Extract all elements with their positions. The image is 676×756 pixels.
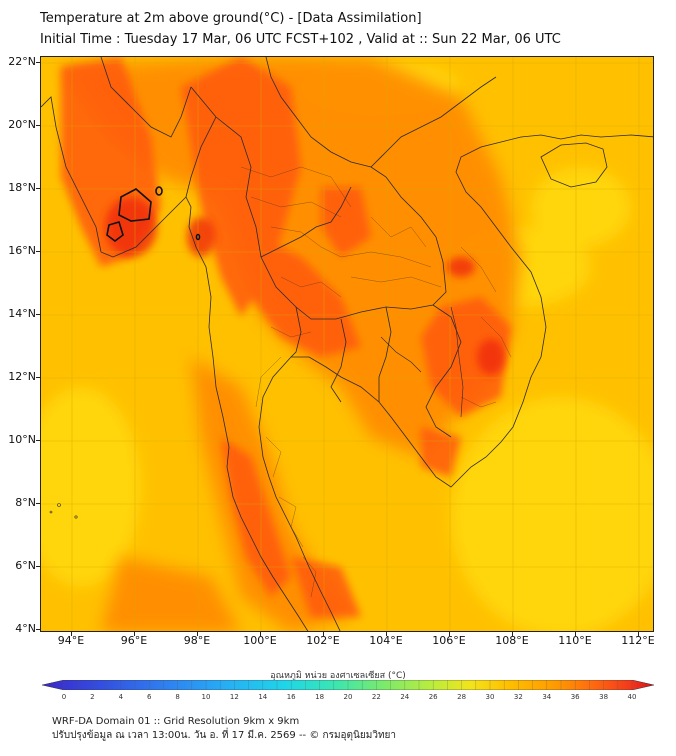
lon-label-110: 110°E	[558, 634, 592, 647]
lat-tick	[36, 629, 40, 630]
footer-line-2: ปรับปรุงข้อมูล ณ เวลา 13:00น. วัน อ. ที่…	[52, 730, 397, 741]
lat-label-4: 4°N	[15, 622, 36, 635]
lat-tick	[36, 251, 40, 252]
colorbar-title: อุณหภูมิ หน่วย องศาเซลเซียส (°C)	[270, 671, 406, 681]
colorbar-tick-label: 4	[118, 693, 124, 701]
lat-label-6: 6°N	[15, 559, 36, 572]
map-svg	[41, 57, 653, 631]
islands	[49, 503, 78, 519]
lon-label-98: 98°E	[183, 634, 211, 647]
lat-label-10: 10°N	[8, 433, 36, 446]
title-line-1: Temperature at 2m above ground(°C) - [Da…	[40, 11, 422, 26]
lat-tick	[36, 377, 40, 378]
lon-tick	[512, 632, 513, 636]
lon-label-106: 106°E	[432, 634, 466, 647]
lon-tick	[575, 632, 576, 636]
temperature-map[interactable]	[40, 56, 654, 632]
lat-tick	[36, 62, 40, 63]
colorbar-tick-label: 6	[146, 693, 152, 701]
lat-tick	[36, 125, 40, 126]
colorbar-tick-label: 10	[201, 693, 211, 701]
colorbar-tick-label: 34	[542, 693, 552, 701]
colorbar-tick-label: 18	[315, 693, 325, 701]
colorbar-tick-label: 14	[258, 693, 268, 701]
lon-label-96: 96°E	[120, 634, 148, 647]
colorbar-tick-label: 0	[61, 693, 67, 701]
colorbar-tick-label: 2	[90, 693, 95, 701]
colorbar-tick-label: 12	[229, 693, 239, 701]
colorbar	[42, 680, 654, 690]
lon-tick	[71, 632, 72, 636]
colorbar-tick-label: 30	[485, 693, 495, 701]
title-line-2: Initial Time : Tuesday 17 Mar, 06 UTC FC…	[40, 32, 561, 47]
colorbar-tick-label: 22	[371, 693, 381, 701]
colorbar-tick-label: 20	[343, 693, 353, 701]
lon-tick	[260, 632, 261, 636]
colorbar-tick-label: 26	[428, 693, 438, 701]
lat-label-14: 14°N	[8, 307, 36, 320]
colorbar-tick-label: 8	[175, 693, 180, 701]
lat-label-8: 8°N	[15, 496, 36, 509]
lon-tick	[638, 632, 639, 636]
lat-label-20: 20°N	[8, 118, 36, 131]
lon-tick	[449, 632, 450, 636]
lon-label-104: 104°E	[369, 634, 403, 647]
lon-label-112: 112°E	[621, 634, 655, 647]
lon-tick	[386, 632, 387, 636]
lat-tick	[36, 314, 40, 315]
lat-tick	[36, 566, 40, 567]
lon-tick	[323, 632, 324, 636]
colorbar-tick-label: 40	[627, 693, 637, 701]
province-lines	[240, 166, 512, 598]
colorbar-tick-label: 16	[286, 693, 296, 701]
footer: WRF-DA Domain 01 :: Grid Resolution 9km …	[52, 715, 396, 743]
rivers	[380, 306, 464, 418]
colorbar-tick-label: 38	[599, 693, 609, 701]
colorbar-tick-label: 24	[400, 693, 410, 701]
lon-label-102: 102°E	[306, 634, 340, 647]
lat-label-22: 22°N	[8, 55, 36, 68]
lat-tick	[36, 503, 40, 504]
colorbar-tick-label: 36	[570, 693, 580, 701]
lat-label-16: 16°N	[8, 244, 36, 257]
graticule	[41, 57, 653, 631]
footer-line-1: WRF-DA Domain 01 :: Grid Resolution 9km …	[52, 716, 300, 727]
chart-title: Temperature at 2m above ground(°C) - [Da…	[40, 8, 561, 50]
lon-label-100: 100°E	[243, 634, 277, 647]
lon-tick	[134, 632, 135, 636]
lat-label-12: 12°N	[8, 370, 36, 383]
colorbar-tick-label: 32	[513, 693, 523, 701]
lon-label-94: 94°E	[57, 634, 85, 647]
borders	[41, 57, 653, 631]
lon-label-108: 108°E	[495, 634, 529, 647]
lat-label-18: 18°N	[8, 181, 36, 194]
colorbar-tick-label: 28	[457, 693, 467, 701]
hottest-spots	[105, 197, 505, 375]
temperature-contours	[106, 186, 201, 242]
lat-tick	[36, 188, 40, 189]
lon-tick	[197, 632, 198, 636]
lat-tick	[36, 440, 40, 441]
